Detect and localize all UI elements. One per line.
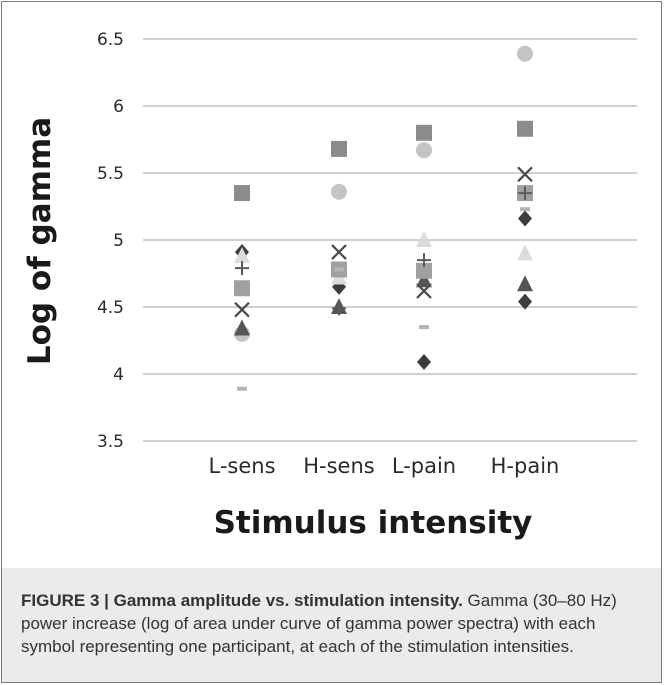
data-point-dash	[237, 386, 247, 391]
y-tick-label: 4	[113, 365, 124, 385]
data-point-square	[234, 185, 250, 202]
x-tick-label: L-sens	[208, 454, 275, 478]
data-point-circle	[331, 183, 347, 200]
x-tick-label: L-pain	[392, 454, 456, 478]
x-axis-ticks: L-sens H-sens L-pain H-pain	[208, 454, 559, 478]
data-point-plus	[235, 261, 249, 276]
figure-caption: FIGURE 3 | Gamma amplitude vs. stimulati…	[21, 589, 641, 658]
data-point-square	[416, 262, 432, 279]
data-point-triangle	[416, 231, 432, 247]
data-point-plus	[417, 253, 431, 268]
y-tick-label: 4.5	[97, 298, 124, 318]
data-point-diamond	[518, 293, 532, 310]
data-point-x	[517, 166, 533, 183]
data-point-x	[331, 244, 347, 260]
scatter-chart: 3.5 4 4.5 5 5.5 6 6.5 L-sens H-sens L-pain H-pain…	[22, 30, 637, 541]
data-point-triangle	[234, 319, 250, 336]
data-point-plus	[518, 186, 532, 201]
data-points	[234, 45, 533, 391]
gridlines	[143, 38, 637, 442]
data-point-dash	[419, 325, 429, 330]
data-point-dash	[520, 207, 530, 212]
y-tick-label: 5	[113, 231, 124, 251]
y-tick-label: 6	[113, 97, 124, 117]
data-point-square	[331, 140, 347, 157]
data-point-square	[234, 280, 250, 297]
x-axis-label: Stimulus intensity	[214, 505, 533, 541]
data-point-circle	[517, 45, 533, 62]
data-point-diamond	[417, 353, 431, 370]
data-point-square	[416, 124, 432, 141]
data-point-plus	[332, 301, 346, 316]
y-tick-label: 3.5	[97, 432, 124, 452]
x-tick-label: H-sens	[303, 454, 374, 478]
data-point-triangle	[517, 244, 533, 261]
y-axis-ticks: 3.5 4 4.5 5 5.5 6 6.5	[97, 30, 124, 452]
y-axis-label: Log of gamma	[22, 117, 58, 365]
caption-box	[2, 568, 661, 682]
data-point-x	[234, 301, 250, 318]
data-point-triangle	[416, 271, 432, 288]
y-tick-label: 5.5	[97, 164, 124, 184]
data-point-triangle	[234, 247, 250, 264]
data-point-dash	[334, 267, 344, 272]
y-tick-label: 6.5	[97, 30, 124, 50]
data-point-triangle	[517, 275, 533, 292]
x-tick-label: H-pain	[491, 454, 560, 478]
caption-title: FIGURE 3 | Gamma amplitude vs. stimulati…	[21, 591, 463, 610]
caption-text: Gamma (30–80 Hz) power increase (log of …	[21, 591, 617, 656]
data-point-circle	[416, 142, 432, 159]
data-point-diamond	[518, 210, 532, 227]
data-point-square	[517, 120, 533, 137]
